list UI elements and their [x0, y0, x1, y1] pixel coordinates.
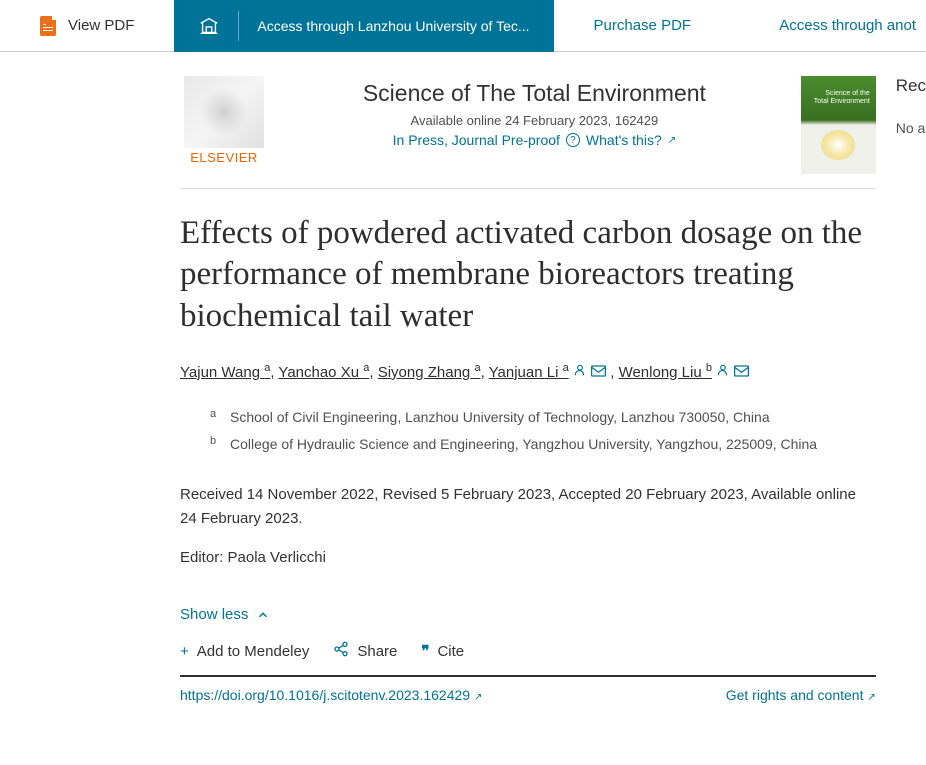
mail-icon[interactable] — [734, 359, 749, 386]
affiliation-row: b College of Hydraulic Science and Engin… — [210, 433, 876, 455]
add-to-mendeley-button[interactable]: + Add to Mendeley — [180, 643, 309, 660]
purchase-pdf-link[interactable]: Purchase PDF — [594, 17, 692, 34]
article-actions: + Add to Mendeley Share ❞ Cite — [180, 641, 876, 677]
share-button[interactable]: Share — [333, 641, 397, 661]
journal-title-link[interactable]: Science of The Total Environment — [288, 80, 781, 107]
article-title: Effects of powdered activated carbon dos… — [180, 213, 876, 337]
show-less-toggle[interactable]: Show less — [180, 606, 876, 623]
help-icon[interactable]: ? — [566, 133, 580, 147]
affiliation-row: a School of Civil Engineering, Lanzhou U… — [210, 406, 876, 428]
bottom-links: https://doi.org/10.1016/j.scitotenv.2023… — [180, 677, 876, 703]
journal-header: ELSEVIER Science of The Total Environmen… — [180, 76, 876, 189]
main-content: ELSEVIER Science of The Total Environmen… — [0, 52, 926, 703]
show-less-label: Show less — [180, 606, 248, 623]
plus-icon: + — [180, 643, 189, 660]
top-toolbar: View PDF Access through Lanzhou Universi… — [0, 0, 926, 52]
journal-info: Science of The Total Environment Availab… — [288, 76, 781, 148]
affiliations: a School of Civil Engineering, Lanzhou U… — [180, 406, 876, 455]
journal-status-row: In Press, Journal Pre-proof ? What's thi… — [288, 132, 781, 148]
external-link-icon: ↗ — [474, 692, 482, 703]
affiliation-text: College of Hydraulic Science and Enginee… — [230, 433, 817, 455]
institution-label: Access through Lanzhou University of Tec… — [257, 18, 529, 34]
journal-availability: Available online 24 February 2023, 16242… — [288, 113, 781, 128]
person-icon[interactable] — [573, 359, 587, 386]
affiliation-text: School of Civil Engineering, Lanzhou Uni… — [230, 406, 770, 428]
cite-button[interactable]: ❞ Cite — [421, 642, 464, 660]
author-link[interactable]: Yanchao Xu a — [278, 364, 369, 381]
cover-title: Science of theTotal Environment — [814, 90, 870, 105]
sidebar-subtext: No a — [896, 120, 926, 136]
journal-cover-thumbnail[interactable]: Science of theTotal Environment — [801, 76, 876, 174]
share-icon — [333, 641, 349, 661]
another-institution-link[interactable]: Access through anot — [779, 17, 926, 34]
quote-icon: ❞ — [421, 642, 429, 660]
author-link[interactable]: Yanjuan Li a — [489, 364, 569, 381]
author-link[interactable]: Wenlong Liu b — [619, 364, 712, 381]
whats-this-link[interactable]: What's this? — [586, 132, 662, 148]
article-dates: Received 14 November 2022, Revised 5 Feb… — [180, 483, 876, 531]
mail-icon[interactable] — [591, 359, 606, 386]
author-link[interactable]: Yajun Wang a — [180, 364, 270, 381]
publisher-logo-block[interactable]: ELSEVIER — [180, 76, 268, 165]
article-content: ELSEVIER Science of The Total Environmen… — [180, 76, 876, 703]
rights-and-content-link[interactable]: Get rights and content ↗ — [726, 687, 876, 703]
author-link[interactable]: Siyong Zhang a — [378, 364, 481, 381]
view-pdf-label: View PDF — [68, 17, 134, 34]
person-icon[interactable] — [716, 359, 730, 386]
editor-info: Editor: Paola Verlicchi — [180, 549, 876, 566]
institution-icon — [198, 15, 220, 37]
divider — [238, 11, 239, 41]
chevron-up-icon — [256, 608, 270, 622]
doi-link[interactable]: https://doi.org/10.1016/j.scitotenv.2023… — [180, 687, 482, 703]
external-link-icon: ↗ — [668, 135, 676, 146]
institution-access-button[interactable]: Access through Lanzhou University of Tec… — [174, 0, 553, 52]
view-pdf-button[interactable]: View PDF — [40, 16, 134, 36]
recommendations-sidebar: Rec No a — [876, 76, 926, 703]
cover-graphic — [821, 130, 855, 160]
sidebar-heading: Rec — [896, 76, 926, 96]
external-link-icon: ↗ — [867, 692, 875, 703]
journal-status-text: In Press, Journal Pre-proof — [393, 132, 560, 148]
pdf-icon — [40, 16, 58, 36]
authors-list: Yajun Wang a, Yanchao Xu a, Siyong Zhang… — [180, 359, 876, 387]
publisher-name: ELSEVIER — [190, 150, 258, 165]
elsevier-tree-icon — [184, 76, 264, 148]
